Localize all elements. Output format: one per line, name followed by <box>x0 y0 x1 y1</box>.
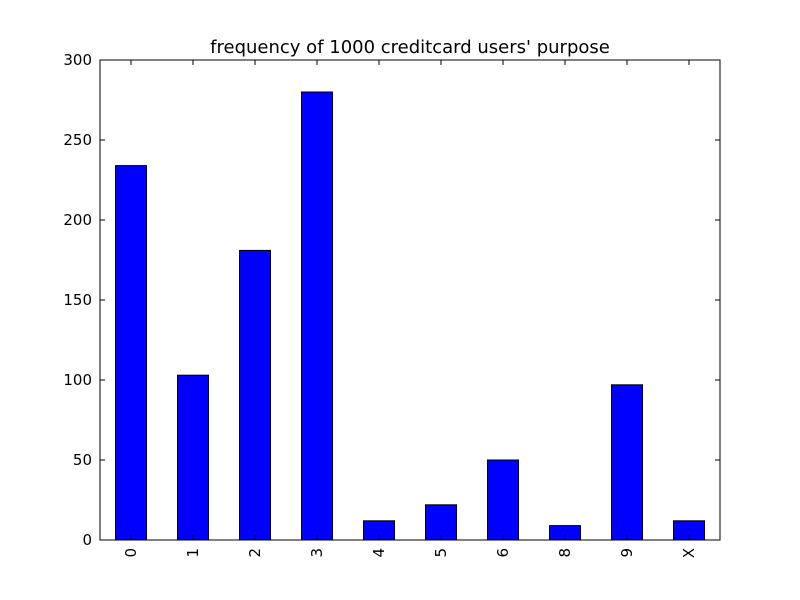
bars-group <box>115 91 705 541</box>
plot-frame <box>99 59 721 541</box>
y-tick-label-100: 100 <box>63 371 92 389</box>
y-tick-label-0: 0 <box>82 531 92 549</box>
bar-9 <box>611 384 643 541</box>
x-tick-label-8: 8 <box>556 548 574 558</box>
x-tick-label-2: 2 <box>246 548 264 558</box>
y-tick-label-250: 250 <box>63 131 92 149</box>
y-tick-label-150: 150 <box>63 291 92 309</box>
bar-5 <box>425 504 457 541</box>
x-tick-label-X: X <box>680 548 698 558</box>
y-axis-ticks: 0 50 100 150 200 250 300 <box>63 51 720 549</box>
x-tick-label-4: 4 <box>370 548 388 558</box>
bar-6 <box>487 459 519 541</box>
bar-3 <box>301 91 333 541</box>
x-tick-label-1: 1 <box>184 548 202 558</box>
chart-title: frequency of 1000 creditcard users' purp… <box>210 37 610 58</box>
y-tick-label-300: 300 <box>63 51 92 69</box>
x-tick-label-5: 5 <box>432 548 450 558</box>
bar-1 <box>177 374 209 541</box>
bar-2 <box>239 249 271 541</box>
x-tick-label-3: 3 <box>308 548 326 558</box>
y-tick-label-200: 200 <box>63 211 92 229</box>
x-tick-label-9: 9 <box>618 548 636 558</box>
x-axis-ticks: 0 1 2 3 4 5 6 8 9 X <box>122 60 698 558</box>
x-tick-label-6: 6 <box>494 548 512 558</box>
bar-0 <box>115 165 147 541</box>
x-tick-label-0: 0 <box>122 548 140 558</box>
y-tick-label-50: 50 <box>73 451 92 469</box>
